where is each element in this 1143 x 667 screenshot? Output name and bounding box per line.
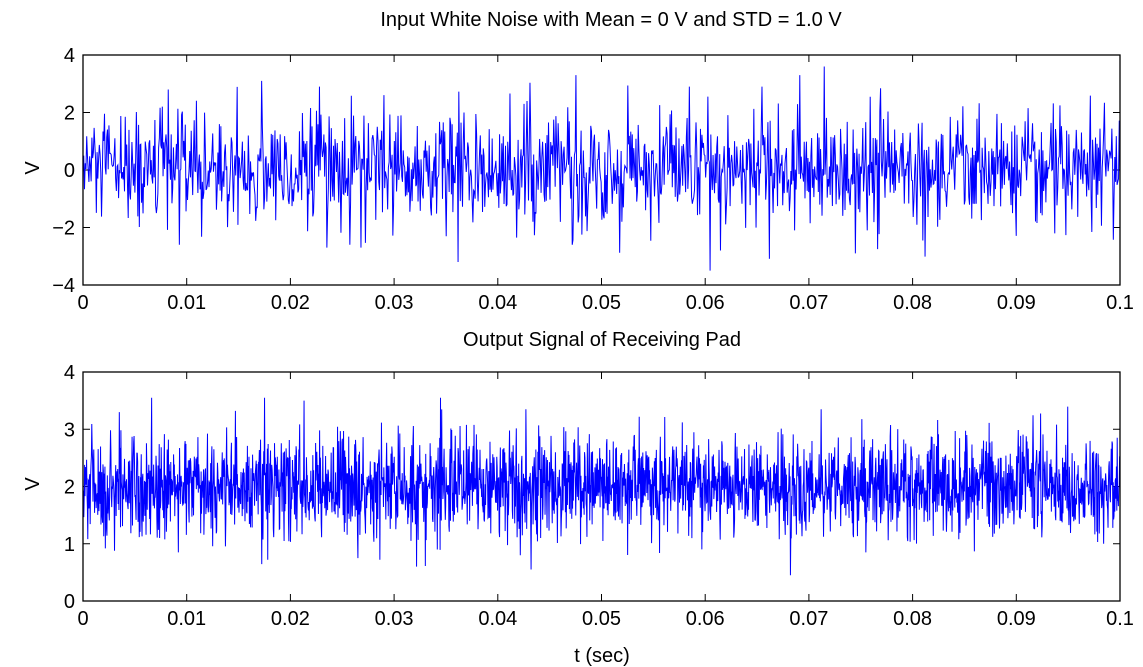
x-tick-label: 0.1	[1106, 292, 1134, 314]
x-tick-label: 0.07	[789, 608, 828, 630]
x-tick-label: 0.02	[271, 292, 310, 314]
subplot-top-ylabel: V	[22, 161, 44, 175]
subplot-bottom-axes-frame	[82, 371, 1121, 602]
x-tick-label: 0.09	[997, 292, 1036, 314]
x-tick-label: 0.1	[1106, 608, 1134, 630]
y-tick-label: 2	[64, 103, 75, 125]
y-tick-label: −4	[52, 275, 75, 297]
x-tick-label: 0.06	[686, 608, 725, 630]
y-tick-label: 1	[64, 534, 75, 556]
subplot-bottom-ticks: 0 0.01 0.02 0.03 0.04 0.05 0.06 0.07 0.08 0.09 0.1…	[64, 362, 1134, 630]
series-line-bottom	[82, 397, 1121, 576]
subplot-bottom-xlabel: t (sec)	[574, 645, 630, 667]
x-tick-label: 0.03	[375, 292, 414, 314]
y-tick-label: 2	[64, 477, 75, 499]
subplot-top-ticks: 0 0.01 0.02 0.03 0.04 0.05 0.06 0.07 0.08 0.09 0.1…	[52, 45, 1134, 314]
subplot-bottom-title: Output Signal of Receiving Pad	[463, 329, 741, 351]
y-tick-label: 3	[64, 419, 75, 441]
x-tick-label: 0	[77, 292, 88, 314]
x-tick-label: 0.01	[167, 608, 206, 630]
subplot-top-axes-frame	[82, 54, 1121, 286]
x-tick-label: 0	[77, 608, 88, 630]
x-tick-label: 0.02	[271, 608, 310, 630]
y-tick-label: 4	[64, 45, 75, 67]
x-tick-label: 0.09	[997, 608, 1036, 630]
subplot-top-plot-area	[82, 66, 1121, 271]
subplot-top: Input White Noise with Mean = 0 V and ST…	[22, 9, 1134, 314]
x-tick-label: 0.07	[789, 292, 828, 314]
x-tick-label: 0.08	[893, 608, 932, 630]
subplot-bottom-ylabel: V	[22, 477, 44, 491]
x-tick-label: 0.06	[686, 292, 725, 314]
y-tick-label: 0	[64, 591, 75, 613]
x-tick-label: 0.03	[375, 608, 414, 630]
x-tick-label: 0.01	[167, 292, 206, 314]
series-line-top	[82, 66, 1121, 271]
subplot-top-title: Input White Noise with Mean = 0 V and ST…	[380, 9, 842, 31]
x-tick-label: 0.04	[478, 292, 517, 314]
x-tick-label: 0.04	[478, 608, 517, 630]
y-tick-label: −2	[52, 218, 75, 240]
y-tick-label: 4	[64, 362, 75, 384]
x-tick-label: 0.05	[582, 292, 621, 314]
x-tick-label: 0.08	[893, 292, 932, 314]
y-tick-label: 0	[64, 160, 75, 182]
subplot-bottom: Output Signal of Receiving Pad V t (sec)…	[22, 329, 1134, 667]
subplot-bottom-plot-area	[82, 397, 1121, 576]
x-tick-label: 0.05	[582, 608, 621, 630]
